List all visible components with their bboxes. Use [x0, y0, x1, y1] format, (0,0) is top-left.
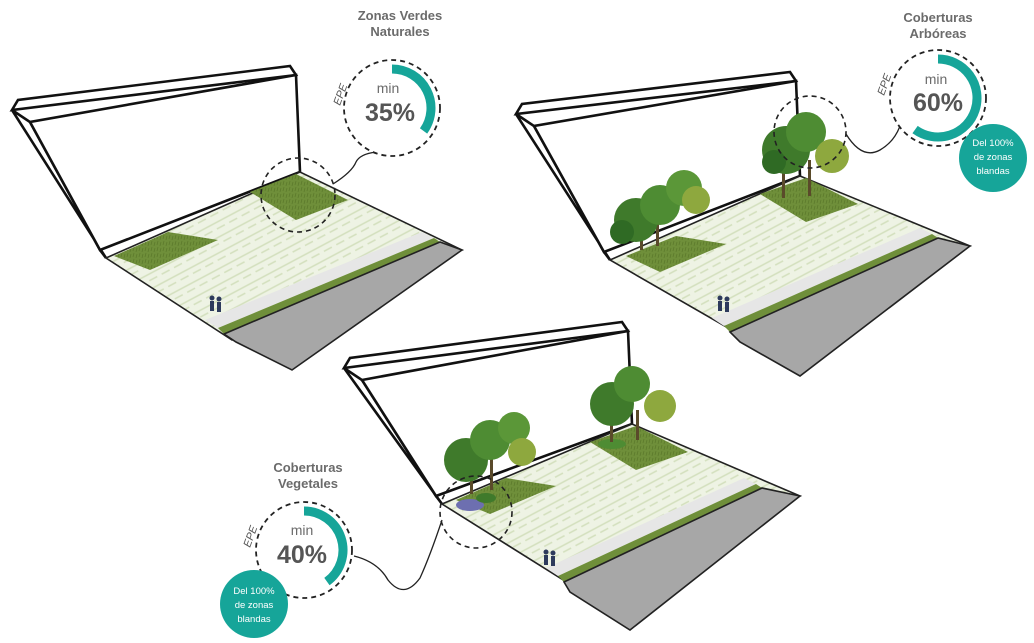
green-zone: [626, 236, 726, 272]
panel-title: Arbóreas: [909, 26, 966, 41]
indicator-badge: min 35% EPE: [332, 59, 441, 157]
shrub-icon: [456, 439, 626, 511]
highlight-circle: [260, 157, 336, 233]
building-block: [513, 70, 802, 261]
green-zone: [590, 426, 688, 470]
grass-strip: [218, 238, 440, 334]
gauge-arc: [391, 64, 436, 134]
sidewalk: [205, 232, 434, 328]
note-text: blandas: [976, 166, 1010, 177]
percent-value: 35%: [365, 99, 415, 127]
connector-line: [845, 125, 901, 154]
gauge-arc: [303, 506, 348, 586]
road: [728, 237, 972, 377]
indicator-badge: min 40% EPE: [242, 501, 353, 599]
pedestrians-icon: [543, 549, 556, 566]
panel-title: Coberturas: [273, 460, 342, 475]
indicator-badge: min 60% EPE: [876, 49, 987, 147]
road: [222, 241, 464, 371]
gauge-arc: [912, 54, 982, 142]
highlight-circle: [439, 475, 513, 549]
grass-strip: [558, 484, 762, 582]
connector-line: [353, 519, 443, 591]
road: [562, 487, 802, 631]
min-label: min: [377, 80, 400, 96]
tree-icon: [762, 112, 849, 198]
tree-icon: [610, 170, 710, 250]
green-zone: [250, 174, 348, 220]
panel-coberturas-vegetales: min 40% EPE Del 100% de zonas blandas Co…: [220, 320, 803, 638]
grass-strip: [724, 234, 938, 332]
tree-icon: [590, 366, 676, 442]
panel-title: Zonas Verdes: [358, 8, 443, 23]
building-block: [341, 320, 634, 505]
note-text: Del 100%: [972, 138, 1014, 149]
note-text: Del 100%: [233, 586, 275, 597]
percent-value: 40%: [277, 541, 327, 569]
panel-title: Vegetales: [278, 476, 338, 491]
percent-value: 60%: [913, 89, 963, 117]
sidewalk: [712, 228, 932, 326]
note-bubble: Del 100% de zonas blandas: [220, 570, 288, 638]
pedestrians-icon: [209, 295, 222, 312]
min-label: min: [291, 522, 314, 538]
connector-line: [332, 151, 377, 185]
panel-coberturas-arboreas: min 60% EPE Del 100% de zonas blandas Co…: [513, 10, 1027, 377]
building-block: [9, 64, 302, 259]
panel-title: Coberturas: [903, 10, 972, 25]
sidewalk: [546, 478, 756, 576]
tree-icon: [444, 412, 536, 494]
pedestrians-icon: [717, 295, 730, 312]
min-label: min: [925, 71, 948, 87]
panel-zonas-verdes: min 35% EPE Zonas Verdes Naturales: [9, 8, 465, 371]
note-text: de zonas: [974, 152, 1013, 163]
highlight-circle: [773, 95, 847, 169]
green-zone: [114, 232, 218, 270]
note-text: blandas: [237, 614, 271, 625]
note-text: de zonas: [235, 600, 274, 611]
panel-title: Naturales: [370, 24, 429, 39]
note-bubble: Del 100% de zonas blandas: [959, 124, 1027, 192]
